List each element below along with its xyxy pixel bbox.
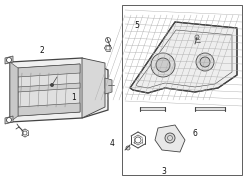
Circle shape (7, 118, 11, 123)
Polygon shape (5, 56, 13, 64)
Polygon shape (155, 125, 185, 152)
Circle shape (126, 146, 130, 150)
Circle shape (165, 133, 175, 143)
Circle shape (51, 84, 53, 87)
Text: 3: 3 (161, 166, 166, 176)
Circle shape (156, 58, 170, 72)
Circle shape (200, 57, 210, 67)
Polygon shape (18, 64, 80, 116)
Text: 1: 1 (71, 93, 76, 102)
Polygon shape (18, 83, 80, 92)
Polygon shape (130, 22, 237, 93)
Polygon shape (18, 103, 80, 116)
Polygon shape (10, 62, 18, 122)
Circle shape (196, 53, 214, 71)
Polygon shape (10, 58, 108, 122)
Bar (122, 5, 242, 175)
Polygon shape (18, 64, 80, 77)
Circle shape (7, 57, 11, 62)
Polygon shape (140, 107, 165, 110)
Circle shape (151, 53, 175, 77)
Text: 2: 2 (39, 46, 44, 55)
Polygon shape (195, 107, 225, 110)
Polygon shape (105, 78, 112, 94)
Text: 6: 6 (193, 129, 198, 138)
Polygon shape (82, 58, 105, 118)
Polygon shape (5, 116, 13, 124)
Text: 4: 4 (110, 140, 115, 148)
Text: 5: 5 (134, 21, 139, 30)
